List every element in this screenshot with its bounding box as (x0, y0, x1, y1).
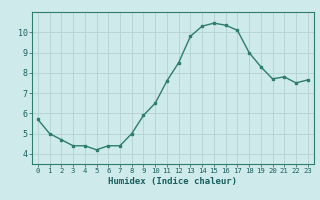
X-axis label: Humidex (Indice chaleur): Humidex (Indice chaleur) (108, 177, 237, 186)
